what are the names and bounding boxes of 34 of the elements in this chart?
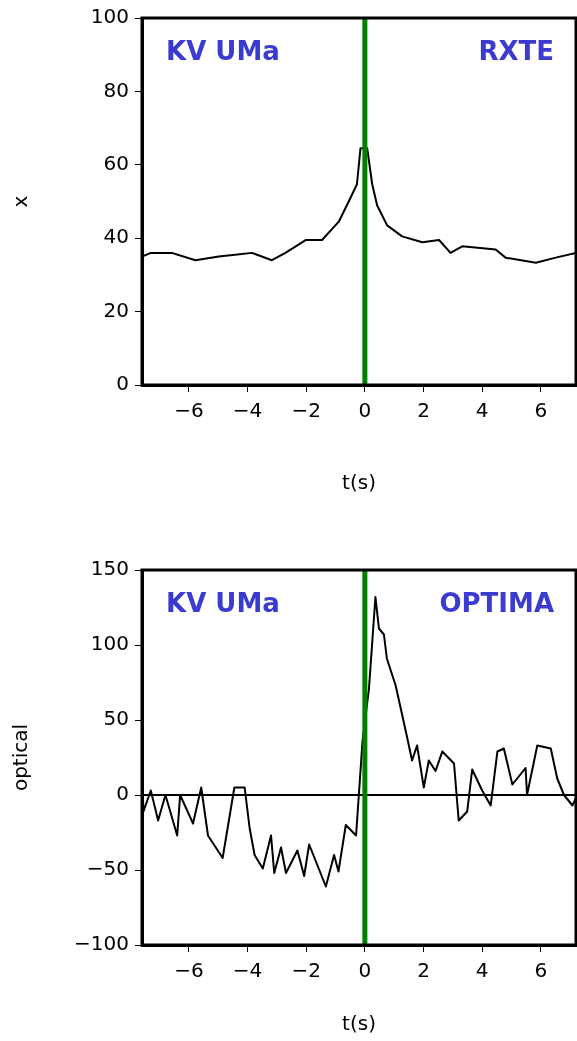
x-axis-title: t(s) (342, 1011, 376, 1036)
y-tick-label: 40 (103, 224, 129, 249)
y-tick-label: −100 (74, 931, 129, 956)
annotation: KV UMa (166, 587, 280, 618)
y-tick-label: 80 (103, 77, 129, 102)
x-tick-label: 2 (417, 958, 430, 983)
y-tick-label: 0 (116, 371, 129, 396)
y-tick-label: 50 (103, 706, 129, 731)
x-tick-label: −2 (291, 398, 321, 423)
x-tick-label: −2 (291, 958, 321, 983)
x-tick-label: 0 (358, 958, 372, 983)
y-tick-label: 20 (103, 297, 129, 322)
x-axis-title: t(s) (342, 470, 376, 495)
x-tick-label: 2 (417, 398, 430, 423)
y-tick-label: 100 (90, 4, 129, 29)
annotation: RXTE (478, 35, 554, 66)
x-tick-label: 4 (475, 958, 489, 983)
y-tick-label: 150 (90, 556, 129, 581)
y-tick-label: −50 (86, 856, 129, 881)
x-tick-label: −4 (232, 398, 263, 423)
x-tick-label: −6 (174, 958, 204, 983)
annotation: OPTIMA (439, 587, 554, 618)
annotation: KV UMa (166, 35, 280, 66)
y-axis-title: x (8, 195, 33, 208)
y-tick-label: 60 (103, 151, 129, 175)
x-tick-label: −4 (232, 958, 263, 983)
x-tick-label: 6 (534, 958, 548, 983)
x-tick-label: 4 (475, 398, 489, 423)
x-tick-label: 6 (534, 398, 548, 423)
y-tick-label: 0 (116, 781, 129, 806)
y-axis-title: optical (8, 723, 33, 792)
x-tick-label: 0 (358, 398, 372, 423)
x-tick-label: −6 (174, 398, 204, 423)
y-tick-label: 100 (90, 631, 129, 656)
